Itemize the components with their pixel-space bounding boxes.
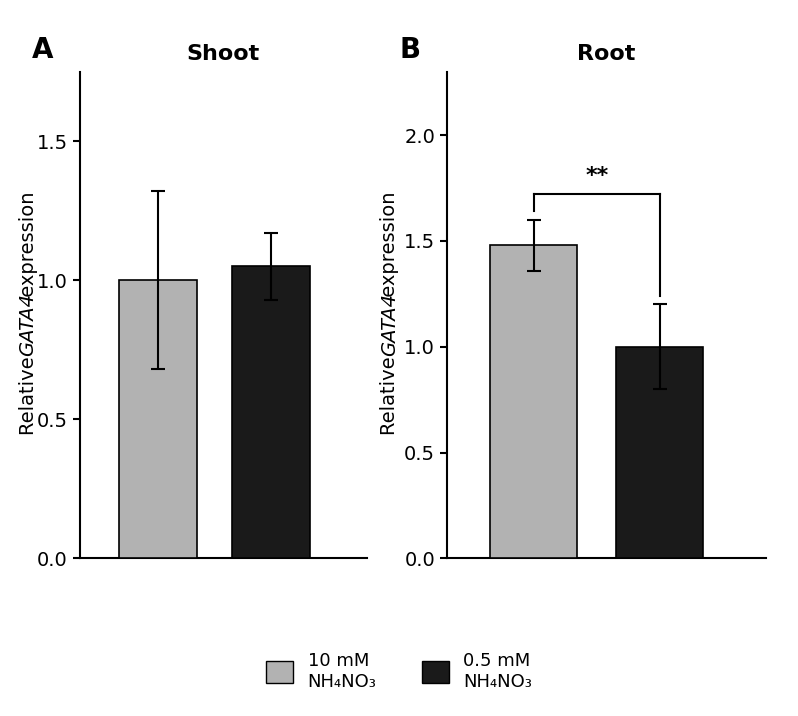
Text: expression: expression	[380, 191, 399, 303]
Bar	[232, 266, 310, 558]
Bar	[119, 280, 197, 558]
Text: expression: expression	[18, 191, 38, 303]
Text: B: B	[399, 37, 420, 64]
Text: GATA4: GATA4	[380, 294, 399, 357]
Title: Root: Root	[577, 44, 636, 64]
Title: Shoot: Shoot	[187, 44, 260, 64]
Bar	[491, 245, 578, 558]
Legend: 10 mM
NH₄NO₃, 0.5 mM
NH₄NO₃: 10 mM NH₄NO₃, 0.5 mM NH₄NO₃	[257, 643, 541, 700]
Bar	[616, 347, 703, 558]
Text: **: **	[585, 166, 608, 186]
Text: Relative: Relative	[380, 351, 399, 435]
Text: A: A	[32, 37, 53, 64]
Text: GATA4: GATA4	[18, 294, 38, 357]
Text: Relative: Relative	[18, 351, 38, 435]
